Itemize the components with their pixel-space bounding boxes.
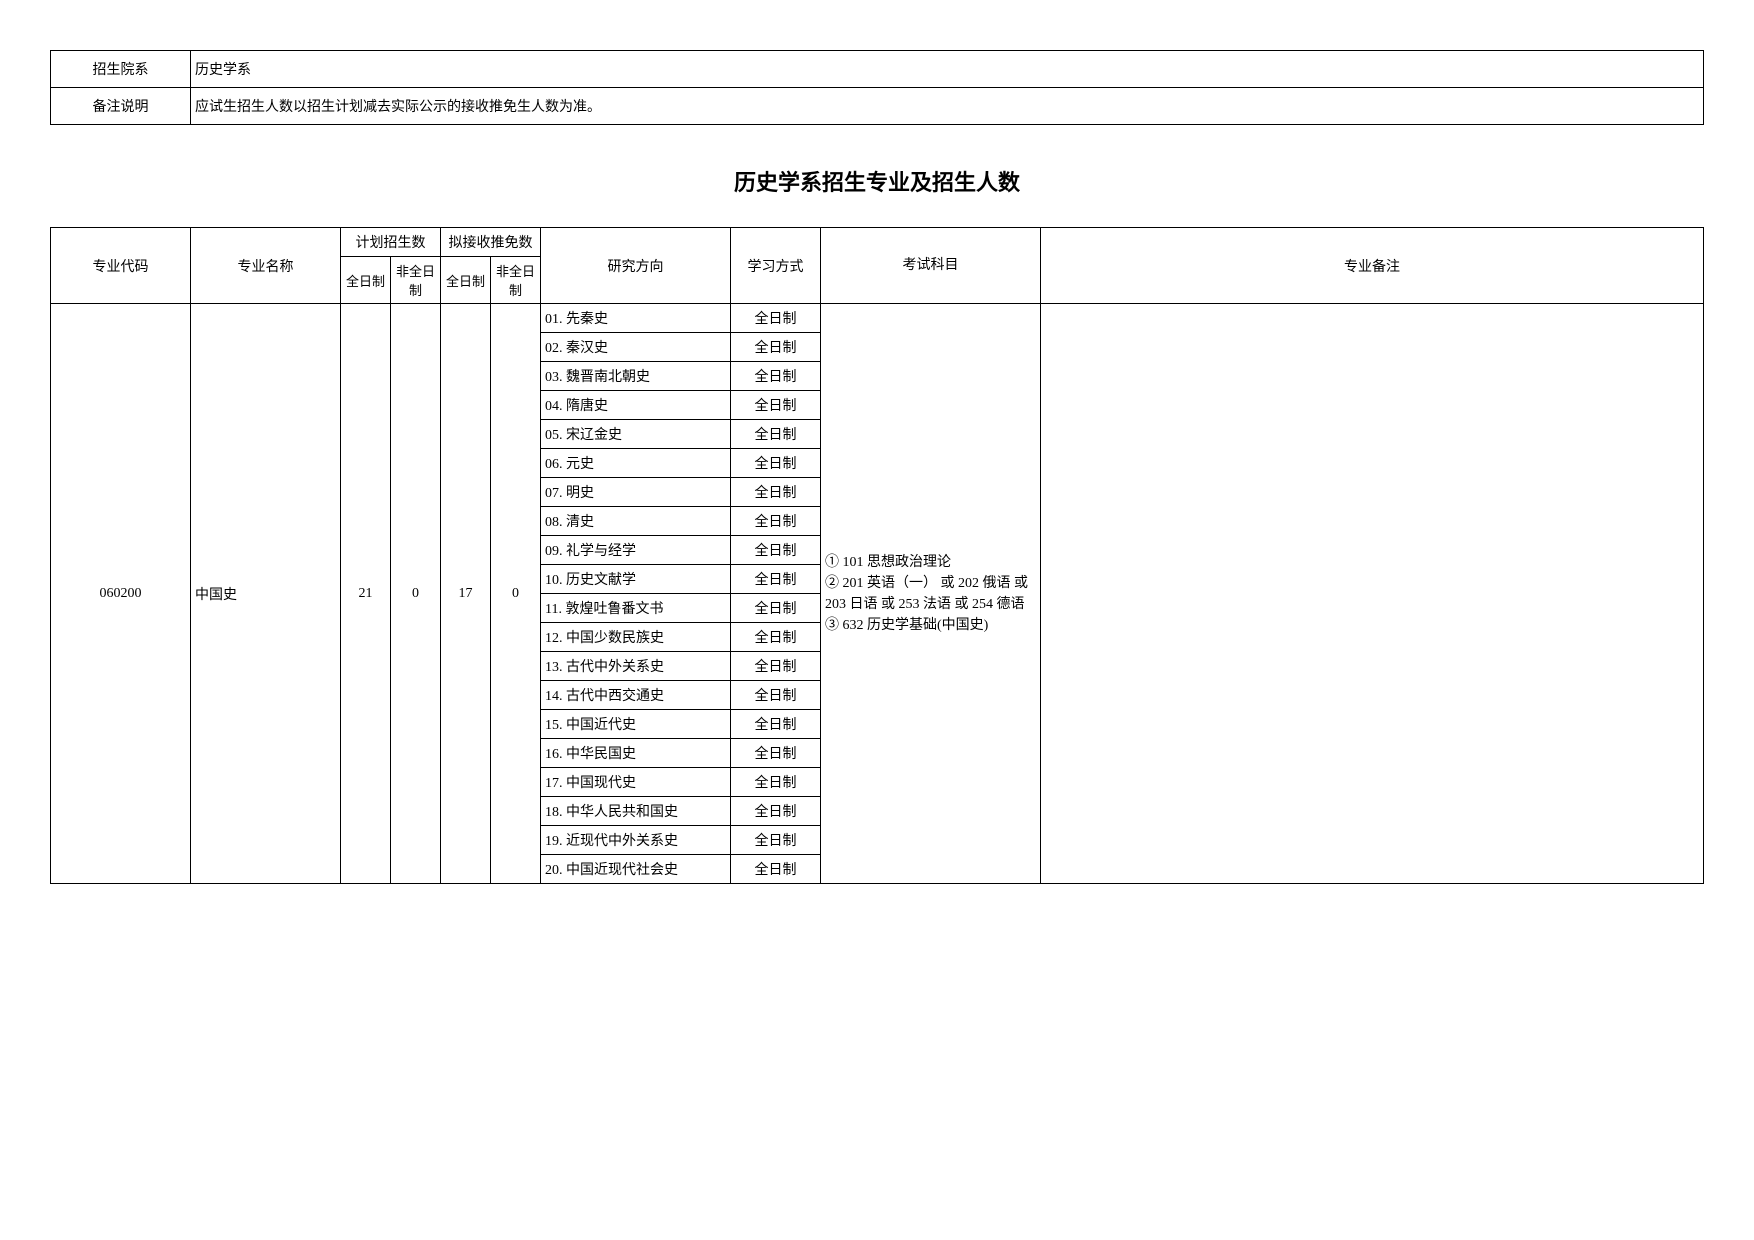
remark-value: 应试生招生人数以招生计划减去实际公示的接收推免生人数为准。 <box>191 88 1704 125</box>
mode-cell: 全日制 <box>731 826 821 855</box>
page-title: 历史学系招生专业及招生人数 <box>50 165 1704 197</box>
table-row: 招生院系 历史学系 <box>51 51 1704 88</box>
mode-cell: 全日制 <box>731 768 821 797</box>
major-code: 060200 <box>51 304 191 884</box>
hdr-code: 专业代码 <box>51 228 191 304</box>
mode-cell: 全日制 <box>731 478 821 507</box>
direction-cell: 03. 魏晋南北朝史 <box>541 362 731 391</box>
mode-cell: 全日制 <box>731 739 821 768</box>
direction-cell: 12. 中国少数民族史 <box>541 623 731 652</box>
header-row-1: 专业代码 专业名称 计划招生数 拟接收推免数 研究方向 学习方式 考试科目 专业… <box>51 228 1704 257</box>
table-row: 060200中国史21017001. 先秦史全日制① 101 思想政治理论 ② … <box>51 304 1704 333</box>
mode-cell: 全日制 <box>731 565 821 594</box>
mode-cell: 全日制 <box>731 797 821 826</box>
direction-cell: 14. 古代中西交通史 <box>541 681 731 710</box>
direction-cell: 13. 古代中外关系史 <box>541 652 731 681</box>
mode-cell: 全日制 <box>731 536 821 565</box>
mode-cell: 全日制 <box>731 594 821 623</box>
info-table: 招生院系 历史学系 备注说明 应试生招生人数以招生计划减去实际公示的接收推免生人… <box>50 50 1704 125</box>
rec-full: 17 <box>441 304 491 884</box>
direction-cell: 15. 中国近代史 <box>541 710 731 739</box>
direction-cell: 10. 历史文献学 <box>541 565 731 594</box>
dept-label: 招生院系 <box>51 51 191 88</box>
major-name: 中国史 <box>191 304 341 884</box>
direction-cell: 05. 宋辽金史 <box>541 420 731 449</box>
mode-cell: 全日制 <box>731 304 821 333</box>
plan-full: 21 <box>341 304 391 884</box>
mode-cell: 全日制 <box>731 420 821 449</box>
hdr-mode: 学习方式 <box>731 228 821 304</box>
direction-cell: 01. 先秦史 <box>541 304 731 333</box>
table-row: 备注说明 应试生招生人数以招生计划减去实际公示的接收推免生人数为准。 <box>51 88 1704 125</box>
hdr-exam: 考试科目 <box>821 228 1041 304</box>
dept-value: 历史学系 <box>191 51 1704 88</box>
hdr-rec-full: 全日制 <box>441 257 491 304</box>
direction-cell: 16. 中华民国史 <box>541 739 731 768</box>
direction-cell: 17. 中国现代史 <box>541 768 731 797</box>
mode-cell: 全日制 <box>731 362 821 391</box>
plan-part: 0 <box>391 304 441 884</box>
direction-cell: 18. 中华人民共和国史 <box>541 797 731 826</box>
mode-cell: 全日制 <box>731 391 821 420</box>
direction-cell: 19. 近现代中外关系史 <box>541 826 731 855</box>
direction-cell: 09. 礼学与经学 <box>541 536 731 565</box>
mode-cell: 全日制 <box>731 681 821 710</box>
direction-cell: 08. 清史 <box>541 507 731 536</box>
mode-cell: 全日制 <box>731 855 821 884</box>
hdr-rec: 拟接收推免数 <box>441 228 541 257</box>
direction-cell: 20. 中国近现代社会史 <box>541 855 731 884</box>
remark-label: 备注说明 <box>51 88 191 125</box>
mode-cell: 全日制 <box>731 507 821 536</box>
exam-cell: ① 101 思想政治理论 ② 201 英语（一） 或 202 俄语 或 203 … <box>821 304 1041 884</box>
note-cell <box>1041 304 1704 884</box>
rec-part: 0 <box>491 304 541 884</box>
hdr-name: 专业名称 <box>191 228 341 304</box>
mode-cell: 全日制 <box>731 449 821 478</box>
direction-cell: 04. 隋唐史 <box>541 391 731 420</box>
hdr-rec-part: 非全日制 <box>491 257 541 304</box>
mode-cell: 全日制 <box>731 710 821 739</box>
mode-cell: 全日制 <box>731 652 821 681</box>
direction-cell: 02. 秦汉史 <box>541 333 731 362</box>
mode-cell: 全日制 <box>731 623 821 652</box>
hdr-plan: 计划招生数 <box>341 228 441 257</box>
hdr-plan-full: 全日制 <box>341 257 391 304</box>
direction-cell: 07. 明史 <box>541 478 731 507</box>
hdr-plan-part: 非全日制 <box>391 257 441 304</box>
direction-cell: 06. 元史 <box>541 449 731 478</box>
hdr-dir: 研究方向 <box>541 228 731 304</box>
hdr-note: 专业备注 <box>1041 228 1704 304</box>
mode-cell: 全日制 <box>731 333 821 362</box>
direction-cell: 11. 敦煌吐鲁番文书 <box>541 594 731 623</box>
main-table: 专业代码 专业名称 计划招生数 拟接收推免数 研究方向 学习方式 考试科目 专业… <box>50 227 1704 884</box>
